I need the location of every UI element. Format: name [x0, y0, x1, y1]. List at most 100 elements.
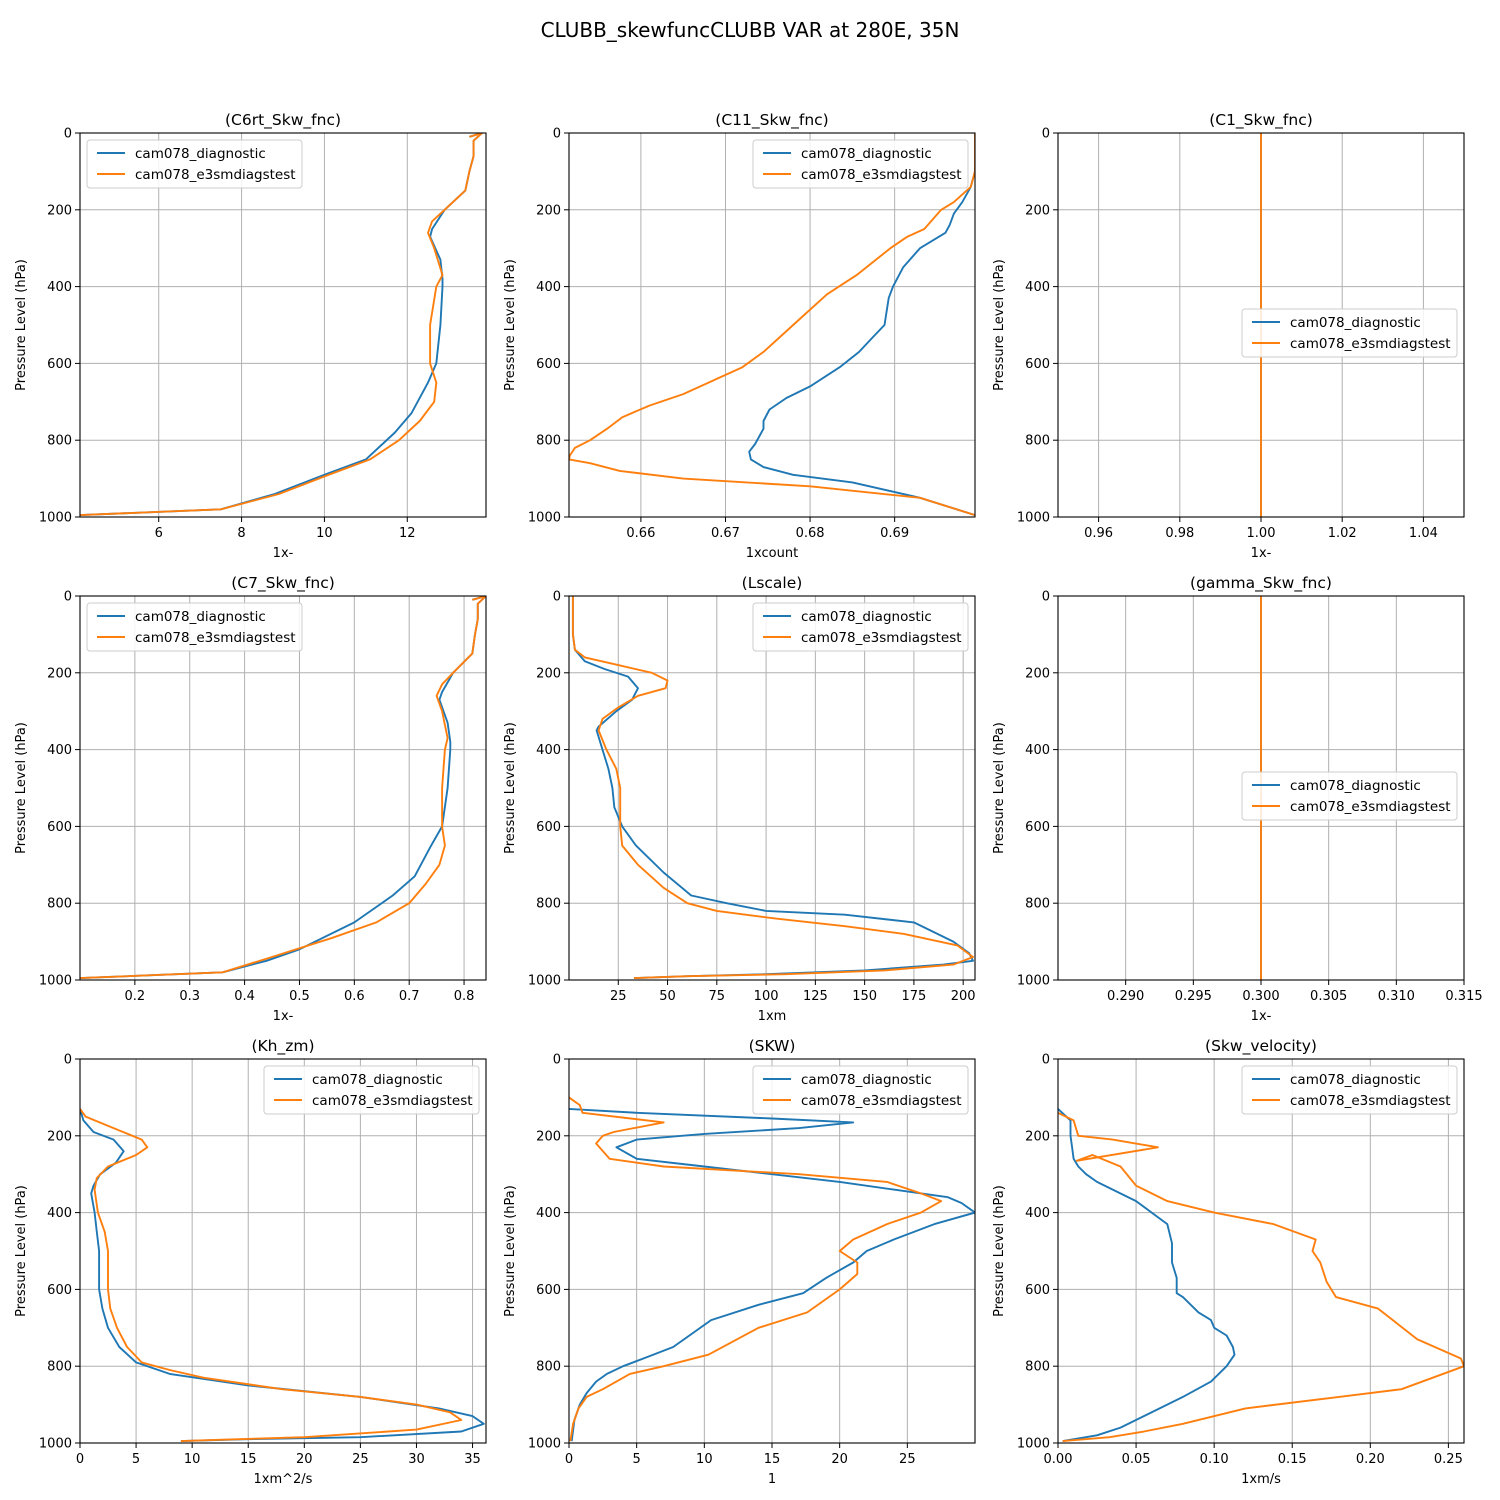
x-tick-label: 0.7	[399, 989, 420, 1004]
x-tick-label: 20	[296, 1452, 313, 1467]
x-tick-label: 0.98	[1165, 526, 1194, 541]
series-line	[569, 1096, 943, 1442]
legend-label: cam078_e3smdiagstest	[1290, 1093, 1451, 1109]
series-line	[80, 1108, 463, 1443]
x-tick-label: 15	[240, 1452, 257, 1467]
legend-label: cam078_e3smdiagstest	[1290, 336, 1451, 352]
chart-panel: 0 5 10 15 20 25 30 35 0 200 400 600 800 1000 (Kh_zm) 1x…	[14, 1037, 487, 1487]
series-line	[1058, 1108, 1236, 1443]
x-axis-label: 1x-	[273, 546, 294, 561]
y-tick-label: 400	[47, 743, 72, 758]
legend: cam078_diagnostic cam078_e3smdiagstest	[1241, 1065, 1458, 1115]
y-tick-label: 400	[536, 280, 561, 295]
x-tick-label: 0.6	[344, 989, 365, 1004]
legend-box	[86, 139, 303, 189]
x-tick-label: 0.20	[1356, 1452, 1385, 1467]
panel-title: (gamma_Skw_fnc)	[1190, 574, 1332, 593]
y-axis-label: Pressure Level (hPa)	[503, 722, 518, 854]
panel-title: (C6rt_Skw_fnc)	[225, 111, 341, 130]
x-tick-label: 0.67	[711, 526, 740, 541]
y-axis-label: Pressure Level (hPa)	[14, 722, 29, 854]
y-tick-label: 600	[536, 820, 561, 835]
legend-label: cam078_diagnostic	[1290, 778, 1421, 794]
y-tick-label: 800	[1025, 897, 1050, 912]
x-tick-label: 0.68	[796, 526, 825, 541]
legend: cam078_diagnostic cam078_e3smdiagstest	[752, 602, 969, 652]
legend-label: cam078_diagnostic	[1290, 315, 1421, 331]
legend-label: cam078_diagnostic	[312, 1072, 443, 1088]
y-tick-label: 1000	[39, 974, 72, 989]
x-tick-label: 10	[184, 1452, 201, 1467]
legend-box	[1241, 1065, 1458, 1115]
series-line	[80, 133, 483, 517]
y-tick-label: 200	[47, 1129, 72, 1144]
legend-box	[752, 602, 969, 652]
axes-frame	[79, 1058, 487, 1444]
x-tick-label: 1.04	[1409, 526, 1438, 541]
chart-panel: 0.66 0.67 0.68 0.69 0 200 400 600 800 1000 (C11_Sk…	[503, 111, 976, 561]
x-tick-label: 200	[951, 989, 976, 1004]
x-tick-label: 0.2	[125, 989, 146, 1004]
x-tick-label: 0.66	[626, 526, 655, 541]
legend-box	[752, 1065, 969, 1115]
y-tick-label: 200	[47, 666, 72, 681]
legend: cam078_diagnostic cam078_e3smdiagstest	[263, 1065, 480, 1115]
y-tick-label: 200	[1025, 1129, 1050, 1144]
x-tick-label: 0.15	[1278, 1452, 1307, 1467]
x-tick-label: 12	[399, 526, 416, 541]
panel-title: (Lscale)	[742, 574, 803, 592]
legend-label: cam078_e3smdiagstest	[801, 167, 962, 183]
series-line	[80, 596, 486, 980]
y-tick-label: 200	[47, 203, 72, 218]
chart-panel: 0.00 0.05 0.10 0.15 0.20 0.25 0 200 400 600 800 100…	[992, 1037, 1465, 1487]
x-axis-label: 1xcount	[746, 546, 798, 561]
legend-box	[1241, 308, 1458, 358]
x-tick-label: 0.4	[234, 989, 255, 1004]
panel-title: (Skw_velocity)	[1205, 1037, 1317, 1056]
legend-label: cam078_e3smdiagstest	[135, 630, 296, 646]
legend: cam078_diagnostic cam078_e3smdiagstest	[752, 1065, 969, 1115]
x-tick-label: 0	[76, 1452, 84, 1467]
y-axis-label: Pressure Level (hPa)	[992, 1185, 1007, 1317]
x-tick-label: 0.5	[289, 989, 310, 1004]
panel-title: (Kh_zm)	[251, 1037, 314, 1056]
y-tick-label: 0	[553, 590, 561, 605]
x-tick-label: 0.00	[1044, 1452, 1073, 1467]
x-tick-label: 0.69	[880, 526, 909, 541]
y-tick-label: 800	[1025, 434, 1050, 449]
y-tick-label: 400	[1025, 280, 1050, 295]
y-axis-label: Pressure Level (hPa)	[14, 1185, 29, 1317]
chart-panel: 25 50 75 100 125 150 175 200 0 200 400 600 800 1000 (L…	[503, 574, 976, 1024]
x-tick-label: 1.00	[1247, 526, 1276, 541]
chart-panel: 0.96 0.98 1.00 1.02 1.04 0 200 400 600 800 1000 (C1…	[992, 111, 1465, 561]
legend-box	[86, 602, 303, 652]
x-tick-label: 0.8	[454, 989, 475, 1004]
y-tick-label: 0	[1042, 590, 1050, 605]
legend-label: cam078_diagnostic	[1290, 1072, 1421, 1088]
x-tick-label: 175	[901, 989, 926, 1004]
x-tick-label: 0	[565, 1452, 573, 1467]
panel-title: (SKW)	[749, 1037, 796, 1055]
y-tick-label: 0	[553, 1053, 561, 1068]
series-line	[571, 596, 974, 980]
panel-title: (C11_Skw_fnc)	[715, 111, 828, 130]
axes-frame	[1057, 1058, 1465, 1444]
x-tick-label: 10	[696, 1452, 713, 1467]
y-tick-label: 800	[536, 1360, 561, 1375]
legend-label: cam078_diagnostic	[801, 609, 932, 625]
y-tick-label: 0	[1042, 1053, 1050, 1068]
x-axis-label: 1	[768, 1472, 776, 1487]
legend-label: cam078_diagnostic	[801, 1072, 932, 1088]
x-axis-label: 1xm/s	[1241, 1472, 1281, 1487]
x-tick-label: 100	[754, 989, 779, 1004]
series-line	[571, 596, 974, 980]
axes-frame	[79, 595, 487, 981]
y-tick-label: 200	[1025, 203, 1050, 218]
x-tick-label: 125	[803, 989, 828, 1004]
y-axis-label: Pressure Level (hPa)	[992, 259, 1007, 391]
x-axis-label: 1x-	[273, 1009, 294, 1024]
legend-label: cam078_e3smdiagstest	[312, 1093, 473, 1109]
x-tick-label: 25	[610, 989, 627, 1004]
y-tick-label: 1000	[1017, 974, 1050, 989]
x-tick-label: 10	[316, 526, 333, 541]
